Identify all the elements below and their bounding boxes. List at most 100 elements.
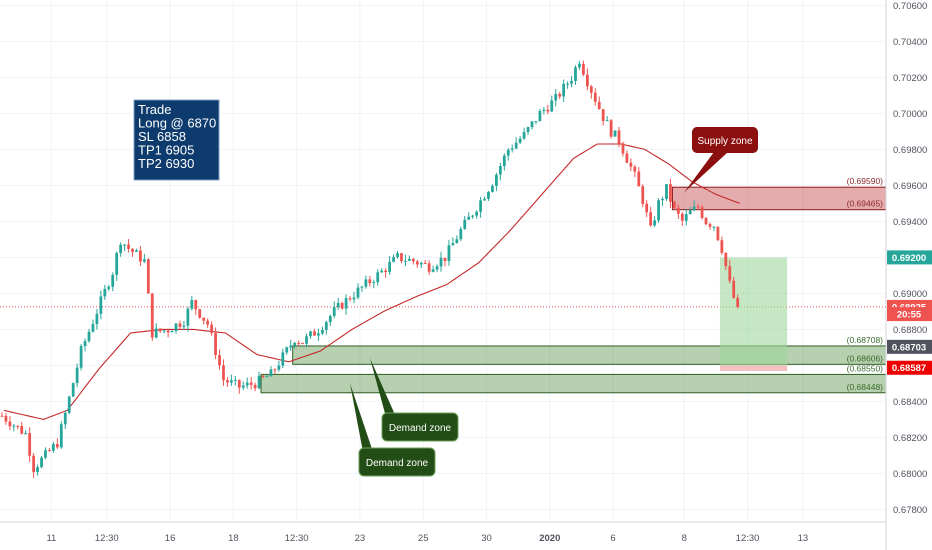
- time-axis[interactable]: 11 12:30 16 18 12:30 23 25 30 2020 6 8 12:30 13: [0, 521, 886, 544]
- moving-average-layer: [3, 143, 740, 420]
- candle-body: [91, 324, 95, 332]
- candle-body: [309, 331, 312, 337]
- candle-body: [28, 433, 32, 456]
- supply-zone-callout-pointer: [684, 152, 728, 193]
- candle-body: [641, 186, 645, 204]
- candle-body: [202, 317, 206, 321]
- candle-body: [182, 325, 186, 327]
- candle-body: [8, 421, 12, 427]
- candle-body: [210, 324, 213, 334]
- candle-body: [293, 342, 297, 346]
- candle-body: [522, 131, 526, 139]
- x-tick-label: 12:30: [285, 533, 309, 544]
- candle-body: [150, 293, 154, 338]
- candle-body: [736, 297, 740, 307]
- candle-body: [245, 382, 249, 386]
- x-tick-label: 11: [46, 533, 56, 544]
- price-axis[interactable]: 0.70600 0.70400 0.70200 0.70000 0.69800 0.696…: [885, 0, 927, 550]
- y-tick-label: 0.70600: [893, 1, 927, 12]
- candle-body: [637, 171, 641, 187]
- candle-body: [435, 266, 439, 270]
- candle-body: [439, 257, 443, 267]
- supply-zone-price-label: (0.69465): [847, 199, 884, 209]
- candle-body: [720, 240, 724, 253]
- candle-body: [578, 63, 581, 68]
- candle-body: [700, 207, 704, 218]
- trade-note-line: Long @ 6870: [138, 116, 216, 131]
- x-tick-label: 30: [481, 533, 492, 544]
- candle-body: [360, 286, 364, 288]
- candle-body: [55, 444, 59, 448]
- candle-body: [597, 101, 601, 110]
- candle-body: [475, 211, 479, 216]
- candle-body: [313, 331, 316, 336]
- candle-body: [728, 266, 732, 281]
- candle-body: [582, 63, 585, 75]
- candle-body: [645, 203, 649, 213]
- demand-zone-callout: [381, 412, 459, 442]
- candle-body: [625, 153, 629, 163]
- y-tick-label: 0.70400: [893, 37, 927, 48]
- candle-body: [574, 67, 577, 81]
- candle-body: [281, 352, 285, 366]
- candle-body: [277, 365, 281, 370]
- candle-body: [178, 323, 182, 327]
- candle-body: [673, 201, 676, 208]
- candle-body: [261, 375, 265, 377]
- candle-body: [344, 298, 348, 309]
- candle-body: [431, 269, 435, 272]
- candle-body: [732, 280, 736, 298]
- candle-body: [320, 329, 324, 334]
- candle-body: [273, 369, 277, 371]
- demand-zone-callout: [358, 447, 436, 477]
- candle-body: [44, 450, 47, 458]
- candle-body: [538, 110, 542, 122]
- candle-body: [226, 380, 229, 383]
- x-tick-label: 12:30: [736, 533, 760, 544]
- candle-body: [487, 191, 490, 199]
- candle-body: [328, 315, 332, 323]
- candle-body: [154, 328, 158, 338]
- candle-body: [491, 185, 494, 192]
- x-tick-label: 25: [418, 533, 429, 544]
- demand-zone-price-label: (0.68550): [847, 363, 884, 373]
- candle-body: [653, 220, 656, 226]
- candle-body: [71, 383, 75, 397]
- candle-body: [194, 300, 198, 310]
- candle-body: [186, 308, 190, 326]
- candle-body: [467, 216, 471, 220]
- candle-body: [613, 130, 617, 137]
- y-tick-label: 0.68800: [893, 325, 927, 336]
- candle-body: [0, 415, 4, 417]
- candle-body: [704, 217, 708, 225]
- candle-body: [48, 450, 51, 452]
- position-stop-area: [719, 365, 788, 371]
- candle-body: [566, 83, 569, 85]
- candle-body: [518, 138, 522, 143]
- candle-body: [558, 93, 562, 97]
- candle-body: [368, 279, 372, 284]
- candle-body: [301, 342, 304, 344]
- y-tick-label: 0.68400: [893, 397, 927, 408]
- candle-body: [198, 309, 202, 318]
- candle-body: [372, 282, 376, 284]
- candle-body: [63, 412, 67, 425]
- candle-body: [16, 425, 20, 427]
- candles-layer: [0, 60, 740, 479]
- candle-body: [447, 245, 451, 261]
- candle-body: [471, 215, 475, 217]
- candle-body: [119, 244, 123, 254]
- candle-body: [222, 365, 225, 381]
- price-tag-label: 0.68587: [892, 363, 926, 374]
- zones-layer: (0.69590)(0.69465)(0.68708)(0.68606)(0.6…: [260, 176, 887, 394]
- y-tick-label: 0.67800: [893, 505, 927, 516]
- x-tick-label: 2020: [539, 533, 560, 544]
- candle-body: [4, 415, 8, 422]
- candle-body: [483, 198, 486, 201]
- price-tag-label: 20:55: [897, 310, 922, 321]
- candle-body: [36, 467, 39, 473]
- candle-body: [253, 384, 257, 389]
- candle-body: [127, 244, 130, 249]
